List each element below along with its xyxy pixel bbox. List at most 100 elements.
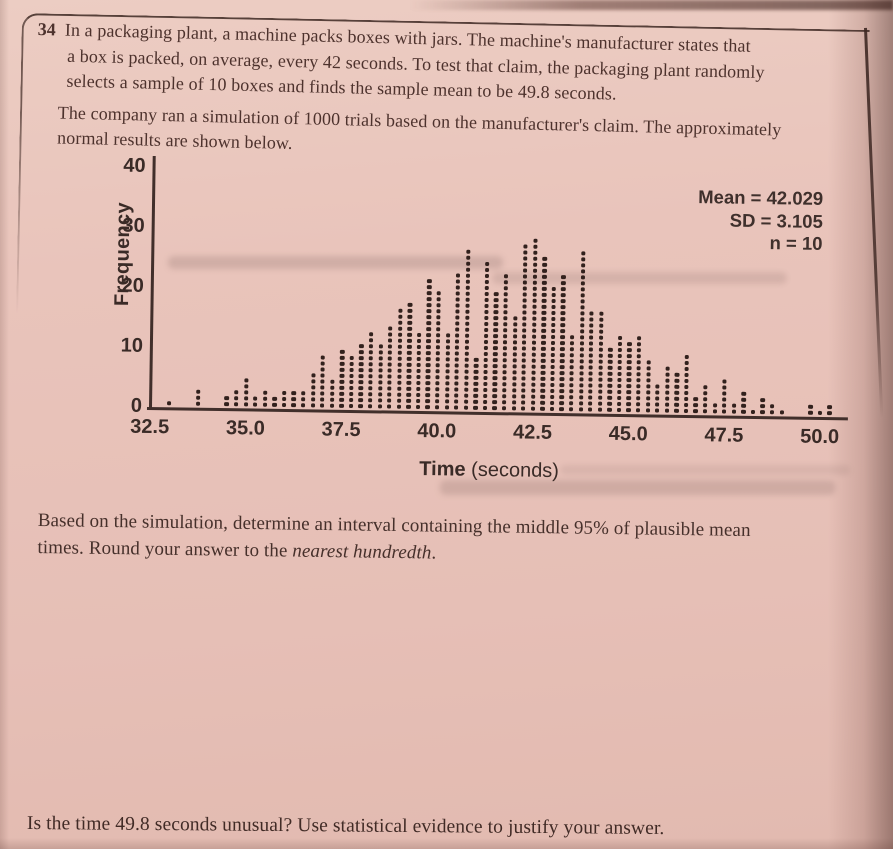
n-label: n = 10 <box>769 232 823 254</box>
data-dot <box>551 304 556 310</box>
x-axis-title-rest: (seconds) <box>465 458 560 483</box>
data-dot <box>368 380 373 385</box>
data-dot <box>540 376 546 382</box>
data-dot <box>598 335 604 340</box>
data-dot <box>511 406 516 411</box>
data-dot <box>502 334 508 339</box>
data-dot <box>532 298 537 303</box>
data-dot <box>377 374 383 379</box>
data-dot <box>760 409 765 415</box>
data-dot <box>808 404 813 410</box>
data-dot <box>501 406 507 411</box>
data-dot <box>377 380 383 385</box>
data-dot <box>617 359 622 365</box>
data-dot <box>645 396 651 401</box>
data-dot <box>617 353 623 359</box>
data-dot <box>464 315 470 320</box>
data-dot <box>454 351 460 356</box>
data-dot <box>455 333 460 338</box>
data-dot <box>559 394 564 400</box>
data-dot <box>493 321 499 327</box>
data-dot <box>560 340 565 346</box>
data-dot <box>674 384 679 390</box>
data-dot <box>589 311 594 316</box>
data-dot <box>616 395 622 401</box>
data-dot <box>320 361 326 366</box>
data-dot <box>674 402 679 408</box>
data-dot <box>455 339 460 344</box>
data-dot <box>589 341 594 346</box>
question-text: Based on the simulation, determine an in… <box>37 508 883 573</box>
data-dot <box>320 403 325 408</box>
data-dot <box>542 274 547 280</box>
data-dot <box>339 391 344 397</box>
data-dot <box>588 377 593 382</box>
data-dot <box>512 364 517 369</box>
data-dot <box>320 367 326 372</box>
data-dot <box>683 402 689 408</box>
data-dot <box>579 317 585 322</box>
data-dot <box>750 409 756 415</box>
data-dot <box>320 385 325 390</box>
data-dot <box>406 392 411 398</box>
data-dot <box>674 408 679 414</box>
data-dot <box>626 401 631 407</box>
data-dot <box>427 290 432 296</box>
data-dot <box>530 394 536 399</box>
data-dot <box>532 262 538 267</box>
data-dot <box>473 363 479 369</box>
data-dot <box>435 345 441 350</box>
data-dot <box>339 367 345 373</box>
data-dot <box>483 345 489 351</box>
data-dot <box>426 302 432 308</box>
data-dot <box>532 310 537 315</box>
data-dot <box>542 268 547 274</box>
data-dot <box>436 321 441 326</box>
data-dot <box>473 399 478 405</box>
data-dot <box>627 347 632 353</box>
data-dot <box>511 394 517 399</box>
data-dot <box>588 401 593 406</box>
data-dot <box>330 379 335 384</box>
data-dot <box>253 396 258 401</box>
data-dot <box>492 399 497 405</box>
data-dot <box>397 350 402 355</box>
data-dot <box>195 395 201 400</box>
data-dot <box>607 353 613 359</box>
x-tick-label: 42.5 <box>512 421 553 444</box>
data-dot <box>359 355 364 361</box>
data-dot <box>483 357 488 363</box>
data-dot <box>597 395 603 400</box>
data-dot <box>416 332 422 338</box>
data-dot <box>387 398 392 403</box>
data-dot <box>358 361 364 367</box>
data-dot <box>407 320 412 326</box>
data-dot <box>436 291 442 296</box>
data-dot <box>455 315 460 320</box>
data-dot <box>426 296 432 302</box>
data-dot <box>617 389 622 395</box>
data-dot <box>769 403 775 409</box>
data-dot <box>358 385 364 391</box>
data-dot <box>561 292 566 298</box>
data-dot <box>598 317 604 322</box>
data-dot <box>578 389 584 394</box>
data-dot <box>310 403 315 408</box>
data-dot <box>415 398 421 404</box>
data-dot <box>512 334 518 339</box>
footer-question: Is the time 49.8 seconds unusual? Use st… <box>26 813 665 840</box>
data-dot <box>435 387 440 392</box>
data-dot <box>454 381 459 386</box>
data-dot <box>522 316 527 321</box>
data-dot <box>465 303 470 308</box>
data-dot <box>397 362 402 367</box>
data-dot <box>435 393 440 398</box>
data-dot <box>560 310 566 316</box>
data-dot <box>522 304 528 309</box>
data-dot <box>540 382 546 388</box>
data-dot <box>454 393 459 398</box>
data-dot <box>483 381 488 387</box>
data-dot <box>532 274 538 279</box>
data-dot <box>503 328 508 333</box>
x-tick-label: 50.0 <box>799 425 840 449</box>
